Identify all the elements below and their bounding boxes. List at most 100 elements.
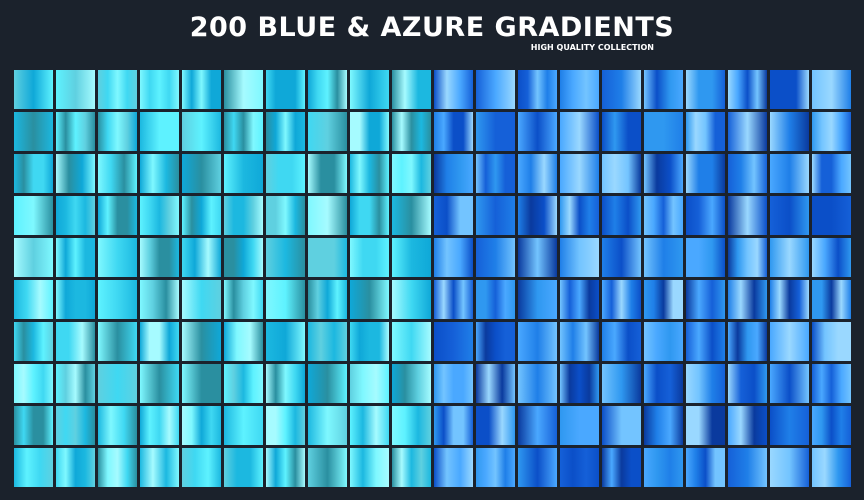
gradient-swatch	[602, 154, 641, 193]
gradient-swatch	[770, 448, 809, 487]
gradient-swatch	[644, 322, 683, 361]
gradient-swatch	[518, 280, 557, 319]
gradient-swatch	[56, 406, 95, 445]
gradient-swatch	[392, 280, 431, 319]
gradient-swatch	[14, 154, 53, 193]
gradient-swatch	[98, 448, 137, 487]
gradient-swatch	[728, 322, 767, 361]
gradient-swatch	[140, 238, 179, 277]
gradient-swatch	[182, 112, 221, 151]
gradient-swatch	[182, 322, 221, 361]
gradient-swatch	[728, 70, 767, 109]
gradient-swatch	[224, 238, 263, 277]
gradient-swatch	[266, 70, 305, 109]
gradient-swatch	[224, 322, 263, 361]
gradient-swatch	[308, 364, 347, 403]
gradient-swatch	[98, 112, 137, 151]
gradient-swatch	[266, 154, 305, 193]
gradient-swatch	[728, 448, 767, 487]
gradient-swatch	[686, 364, 725, 403]
gradient-swatch	[350, 406, 389, 445]
gradient-swatch	[308, 70, 347, 109]
gradient-swatch	[812, 280, 851, 319]
gradient-swatch	[224, 196, 263, 235]
gradient-swatch	[812, 364, 851, 403]
gradient-swatch	[266, 322, 305, 361]
gradient-swatch	[140, 280, 179, 319]
gradient-swatch	[518, 406, 557, 445]
gradient-swatch	[350, 112, 389, 151]
gradient-swatch	[728, 238, 767, 277]
gradient-swatch	[140, 322, 179, 361]
gradient-swatch	[182, 154, 221, 193]
gradient-swatch	[56, 280, 95, 319]
gradient-swatch	[14, 238, 53, 277]
gradient-swatch	[518, 70, 557, 109]
gradient-swatch	[308, 280, 347, 319]
gradient-swatch	[770, 280, 809, 319]
gradient-swatch	[56, 364, 95, 403]
gradient-swatch	[644, 280, 683, 319]
gradient-swatch	[728, 154, 767, 193]
gradient-swatch	[644, 406, 683, 445]
gradient-swatch	[476, 154, 515, 193]
gradient-swatch	[434, 322, 473, 361]
gradient-swatch	[560, 280, 599, 319]
gradient-swatch	[266, 196, 305, 235]
gradient-swatch	[644, 112, 683, 151]
gradient-swatch	[392, 238, 431, 277]
gradient-swatch	[560, 364, 599, 403]
gradient-swatch	[266, 364, 305, 403]
gradient-swatch	[518, 196, 557, 235]
gradient-swatch	[812, 154, 851, 193]
gradient-swatch	[770, 154, 809, 193]
gradient-swatch	[812, 70, 851, 109]
gradient-swatch	[770, 322, 809, 361]
gradient-swatch	[518, 238, 557, 277]
gradient-swatch	[434, 364, 473, 403]
gradient-swatch	[140, 112, 179, 151]
gradient-swatch	[560, 238, 599, 277]
gradient-swatch	[392, 322, 431, 361]
gradient-swatch	[644, 70, 683, 109]
gradient-swatch	[560, 406, 599, 445]
gradient-swatch	[182, 364, 221, 403]
gradient-swatch	[602, 238, 641, 277]
gradient-swatch	[644, 238, 683, 277]
gradient-swatch	[602, 112, 641, 151]
gradient-swatch	[812, 448, 851, 487]
gradient-swatch	[560, 112, 599, 151]
gradient-swatch	[266, 280, 305, 319]
gradient-swatch	[812, 322, 851, 361]
gradient-swatch	[140, 154, 179, 193]
gradient-swatch	[602, 406, 641, 445]
gradient-swatch	[686, 196, 725, 235]
gradient-swatch	[98, 154, 137, 193]
gradient-swatch	[266, 112, 305, 151]
gradient-swatch	[770, 364, 809, 403]
gradient-swatch	[686, 238, 725, 277]
gradient-swatch	[392, 112, 431, 151]
gradient-swatch	[770, 196, 809, 235]
gradient-swatch	[434, 448, 473, 487]
gradient-swatch	[812, 196, 851, 235]
gradient-swatch	[14, 448, 53, 487]
gradient-swatch	[350, 70, 389, 109]
gradient-swatch	[728, 406, 767, 445]
gradient-swatch	[224, 70, 263, 109]
gradient-swatch	[518, 448, 557, 487]
gradient-swatch	[476, 364, 515, 403]
gradient-swatch	[14, 70, 53, 109]
gradient-swatch	[56, 238, 95, 277]
gradient-swatch	[770, 238, 809, 277]
gradient-swatch	[308, 238, 347, 277]
gradient-swatch	[476, 238, 515, 277]
gradient-swatch	[224, 112, 263, 151]
gradient-swatch	[476, 406, 515, 445]
gradient-swatch	[392, 70, 431, 109]
gradient-swatch	[602, 196, 641, 235]
gradient-swatch	[98, 70, 137, 109]
gradient-swatch	[56, 196, 95, 235]
swatch-grid	[14, 70, 851, 487]
gradient-swatch	[644, 196, 683, 235]
